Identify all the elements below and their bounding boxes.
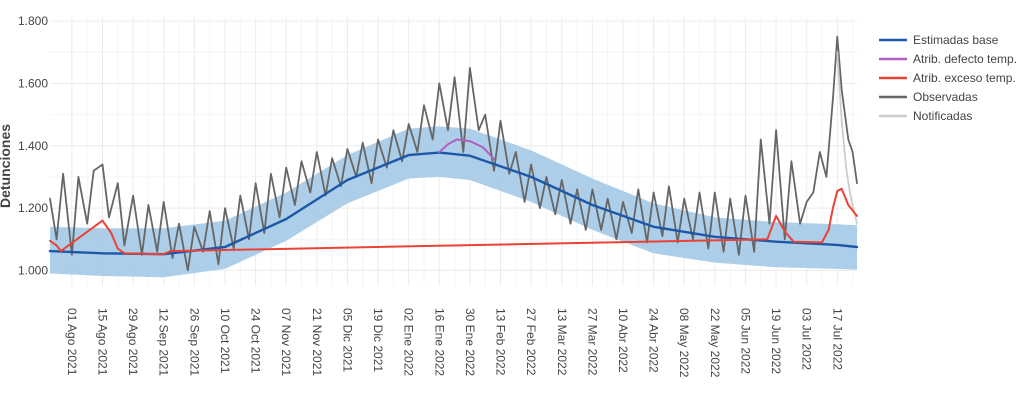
x-tick-label: 27 Feb 2022 [524,308,538,376]
series-line-atrib-defecto-temp [438,138,495,160]
x-tick-label: 22 May 2022 [708,308,722,378]
x-tick-label: 27 Mar 2022 [585,308,599,376]
y-tick-label: 1.800 [18,14,48,28]
x-tick-label: 15 Ago 2021 [95,308,109,376]
legend-label: Atrib. defecto temp. [913,52,1017,66]
x-axis: 01 Ago 2021 15 Ago 2021 29 Ago 2021 12 Sep … [65,308,844,378]
x-tick-label: 08 May 2022 [677,308,691,378]
x-tick-label: 16 Ene 2022 [432,308,446,376]
series-line-observadas [49,35,858,272]
x-tick-label: 02 Ene 2022 [402,308,416,376]
x-tick-label: 01 Ago 2021 [65,308,79,376]
x-tick-label: 29 Ago 2021 [126,308,140,376]
x-tick-label: 13 Mar 2022 [555,308,569,376]
x-tick-label: 17 Jul 2022 [830,308,844,370]
y-axis-label: Detunciones [0,124,13,208]
x-tick-label: 05 Dic 2021 [340,308,354,372]
series-lines [48,35,859,272]
x-tick-label: 19 Dic 2021 [371,308,385,372]
x-tick-label: 24 Abr 2022 [647,308,661,373]
y-tick-label: 1.600 [18,76,48,90]
confidence-band [50,126,857,278]
legend-label: Notificadas [913,109,972,123]
x-tick-label: 30 Ene 2022 [463,308,477,376]
series-line-atrib-exceso-temp [49,187,858,256]
x-tick-label: 21 Nov 2021 [310,308,324,376]
x-tick-label: 10 Abr 2022 [616,308,630,373]
x-tick-label: 19 Jun 2022 [769,308,783,374]
x-tick-label: 26 Sep 2021 [187,308,201,376]
legend-label: Atrib. exceso temp. [913,71,1016,85]
y-tick-label: 1.400 [18,139,48,153]
y-tick-label: 1.200 [18,201,48,215]
x-tick-label: 07 Nov 2021 [279,308,293,376]
legend-label: Estimadas base [913,33,999,47]
x-tick-label: 10 Oct 2021 [218,308,232,374]
x-tick-label: 03 Jul 2022 [800,308,814,370]
legend-label: Observadas [913,90,978,104]
legend: Estimadas base Atrib. defecto temp. Atrib.… [879,33,1017,123]
y-tick-label: 1.000 [18,263,48,277]
x-tick-label: 05 Jun 2022 [738,308,752,374]
x-tick-label: 13 Feb 2022 [494,308,508,376]
x-tick-label: 24 Oct 2021 [249,308,263,374]
series-line-notificadas [836,51,858,225]
x-tick-label: 12 Sep 2021 [157,308,171,376]
band-area [50,126,857,278]
y-axis: 1.000 1.200 1.400 1.600 1.800 [18,14,48,277]
